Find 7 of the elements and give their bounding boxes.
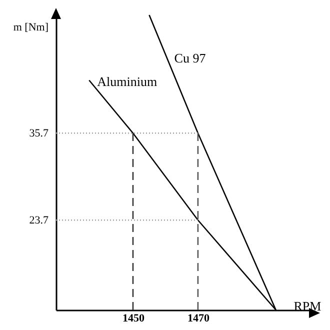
x-tick-label: 1450 (122, 312, 145, 324)
y-tick-label: 35.7 (29, 128, 49, 140)
y-tick-label: 23.7 (29, 214, 49, 227)
series-label: Cu 97 (174, 50, 206, 66)
y-axis-title: m [Nm] (13, 22, 48, 34)
x-tick-label: 1470 (187, 312, 210, 324)
series-label: Aluminium (97, 74, 158, 90)
